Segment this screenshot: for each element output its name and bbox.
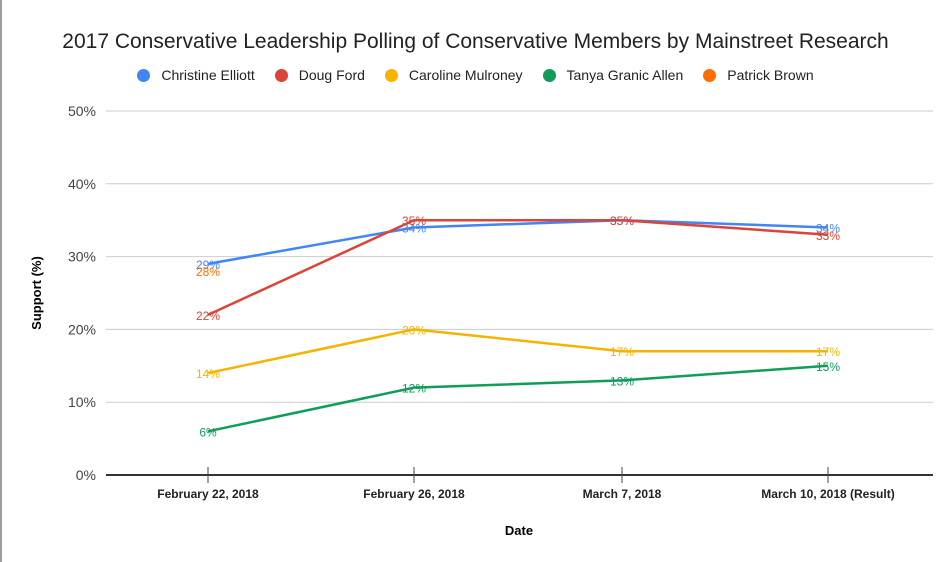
data-label-caroline-mulroney: 17% bbox=[816, 345, 840, 359]
legend-label: Caroline Mulroney bbox=[408, 67, 523, 83]
y-tick-label: 40% bbox=[68, 176, 96, 192]
legend-item-doug-ford[interactable]: Doug Ford bbox=[274, 67, 365, 83]
legend-marker-icon bbox=[703, 68, 717, 82]
data-label-doug-ford: 35% bbox=[402, 214, 426, 228]
x-axis-title: Date bbox=[505, 523, 533, 538]
x-tick-label: February 26, 2018 bbox=[363, 487, 465, 501]
y-tick-label: 10% bbox=[68, 394, 96, 410]
legend-marker-icon bbox=[542, 68, 556, 82]
y-tick-label: 20% bbox=[68, 321, 96, 337]
legend-item-tanya-granic-allen[interactable]: Tanya Granic Allen bbox=[542, 67, 684, 83]
data-label-christine-elliott: 34% bbox=[816, 221, 840, 235]
data-label-doug-ford: 22% bbox=[196, 309, 220, 323]
data-label-tanya-granic-allen: 6% bbox=[199, 425, 217, 439]
data-label-christine-elliott: 34% bbox=[402, 221, 426, 235]
data-label-caroline-mulroney: 20% bbox=[402, 323, 426, 337]
x-tick-label: March 7, 2018 bbox=[583, 487, 662, 501]
legend-item-christine-elliott[interactable]: Christine Elliott bbox=[137, 67, 255, 83]
series-line-caroline-mulroney bbox=[207, 328, 828, 375]
y-tick-label: 0% bbox=[76, 467, 96, 483]
legend-marker-icon bbox=[137, 68, 151, 82]
y-tick-label: 50% bbox=[68, 103, 96, 119]
data-label-christine-elliott: 29% bbox=[196, 258, 220, 272]
legend-label: Christine Elliott bbox=[161, 67, 255, 83]
legend-label: Doug Ford bbox=[298, 67, 365, 83]
series-line-christine-elliott bbox=[207, 218, 829, 266]
legend-item-caroline-mulroney[interactable]: Caroline Mulroney bbox=[384, 67, 523, 83]
x-tick-label: March 10, 2018 (Result) bbox=[761, 487, 894, 501]
legend-label: Patrick Brown bbox=[727, 67, 814, 83]
data-label-doug-ford: 33% bbox=[816, 229, 840, 243]
chart-title: 2017 Conservative Leadership Polling of … bbox=[62, 30, 889, 53]
legend-label: Tanya Granic Allen bbox=[566, 67, 684, 83]
y-axis-title: Support (%) bbox=[29, 256, 44, 330]
legend-marker-icon bbox=[384, 68, 398, 82]
data-label-tanya-granic-allen: 15% bbox=[816, 360, 840, 374]
x-tick-label: February 22, 2018 bbox=[157, 487, 259, 501]
legend-marker-icon bbox=[274, 68, 288, 82]
legend-item-patrick-brown[interactable]: Patrick Brown bbox=[703, 67, 814, 83]
chart-legend: Christine Elliott Doug Ford Caroline Mulro… bbox=[0, 67, 951, 83]
series-line-tanya-granic-allen bbox=[207, 364, 829, 433]
data-label-doug-ford: 35% bbox=[610, 214, 634, 228]
series-line-doug-ford bbox=[207, 218, 829, 316]
data-label-christine-elliott: 35% bbox=[610, 214, 634, 228]
data-label-caroline-mulroney: 14% bbox=[196, 367, 220, 381]
data-label-patrick-brown: 28% bbox=[196, 265, 220, 279]
data-label-tanya-granic-allen: 12% bbox=[402, 382, 426, 396]
data-label-caroline-mulroney: 17% bbox=[610, 345, 634, 359]
data-label-tanya-granic-allen: 13% bbox=[610, 374, 634, 388]
y-tick-label: 30% bbox=[68, 249, 96, 265]
